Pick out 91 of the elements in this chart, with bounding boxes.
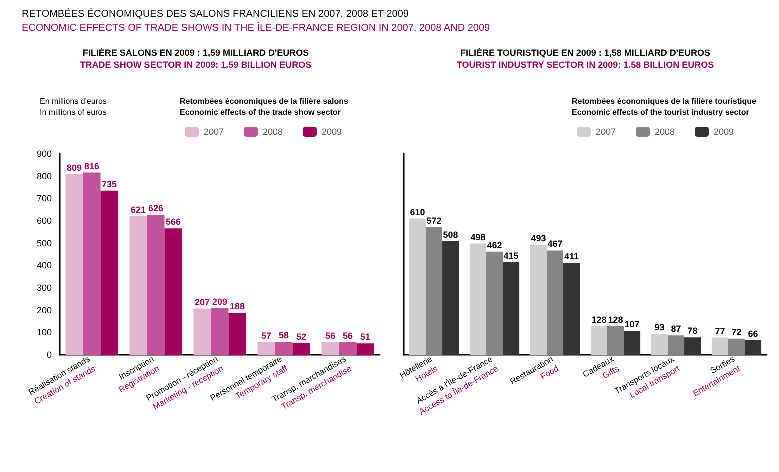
data-label: 816: [84, 161, 100, 172]
y-tick-label: 200: [36, 305, 52, 316]
data-label: 415: [504, 250, 519, 261]
bar: [564, 263, 580, 355]
bar: [651, 334, 668, 355]
bar: [100, 190, 118, 355]
data-label: 508: [443, 230, 458, 240]
bar: [624, 331, 641, 355]
bar: [426, 227, 443, 355]
data-label: 498: [470, 232, 486, 242]
legend-label: 2008: [263, 127, 284, 137]
bar: [130, 216, 148, 355]
bar: [275, 342, 293, 355]
bar: [486, 252, 504, 355]
data-label: 207: [194, 297, 210, 308]
bar: [590, 326, 608, 355]
legend-label: 2008: [655, 127, 676, 137]
bar: [292, 343, 310, 355]
y-tick-label: 300: [36, 283, 52, 293]
text: ECONOMIC EFFECTS OF TRADE SHOWS IN THE ÎLE-DE-FRANCE REGION IN 2007, 2008 AND 2009: [22, 22, 490, 36]
y-tick-label: 900: [36, 149, 52, 159]
data-label: 626: [148, 204, 164, 214]
bar: [339, 342, 357, 355]
y-tick-label: 600: [36, 216, 52, 226]
bar: [607, 326, 624, 355]
data-label: 107: [624, 320, 640, 330]
bar: [409, 218, 426, 355]
data-label: 72: [732, 327, 742, 338]
data-label: 58: [278, 330, 290, 341]
data-label: 467: [548, 239, 563, 250]
legend-title: Retombées économiques de la filière salons Economic effects of the trade show sector: [180, 97, 350, 117]
data-label: 209: [212, 296, 228, 307]
bar: [194, 308, 212, 355]
bar: [228, 313, 246, 355]
data-label: 572: [426, 216, 442, 226]
y-tick-label: 400: [36, 260, 52, 271]
data-label: 411: [564, 252, 580, 262]
text: RETOMBÉES ÉCONOMIQUES DES SALONS FRANCILIENS EN 2007, 2008 ET 2009: [22, 8, 410, 22]
legend-label: 2009: [714, 127, 734, 137]
bar: [66, 174, 84, 355]
data-label: 51: [360, 332, 370, 342]
bar: [442, 242, 460, 355]
data-label: 566: [166, 217, 182, 228]
bar: [258, 342, 276, 355]
chart-title: FILIÈRE TOURISTIQUE EN 2009 : 1,58 MILLIARD D'EUROS: [460, 48, 711, 58]
bar: [147, 215, 165, 355]
data-label: 78: [688, 326, 698, 336]
data-label: 493: [531, 233, 546, 244]
bar: [83, 172, 101, 355]
data-label: 188: [230, 302, 246, 312]
chart-subtitle: TRADE SHOW SECTOR IN 2009: 1.59 BILLION EUROS: [80, 60, 312, 70]
bar: [211, 308, 229, 355]
y-axis-title: En millions d'euros In millions of euros: [40, 97, 107, 117]
legend-label: 2007: [204, 127, 224, 137]
legend-label: 2009: [322, 127, 342, 137]
legend-title: Retombées économiques de la filière touristique Economic effects of the tourist industry sector: [572, 97, 758, 117]
data-label: 128: [592, 314, 607, 325]
bar: [503, 262, 520, 355]
bar: [546, 250, 564, 355]
bar: [712, 338, 728, 355]
y-tick-label: 0: [46, 350, 52, 360]
bar: [745, 340, 762, 355]
bar: [356, 344, 374, 355]
bar: [164, 228, 182, 355]
bar: [470, 244, 486, 355]
data-label: 93: [654, 322, 665, 333]
data-label: 128: [608, 314, 624, 325]
data-label: 57: [262, 330, 272, 341]
bar: [668, 336, 685, 355]
chart-subtitle: TOURIST INDUSTRY SECTOR IN 2009: 1.58 BILLION EUROS: [456, 60, 714, 70]
data-label: 66: [748, 328, 758, 339]
data-label: 610: [410, 207, 426, 218]
data-label: 87: [671, 324, 682, 334]
data-label: 735: [102, 179, 118, 190]
y-tick-label: 800: [36, 171, 52, 182]
legend-label: 2007: [596, 127, 616, 137]
data-label: 56: [342, 330, 354, 341]
data-label: 462: [487, 240, 502, 250]
chart-title: FILIÈRE SALONS EN 2009 : 1,59 MILLIARD D'EUROS: [82, 48, 310, 58]
y-tick-label: 700: [36, 194, 52, 204]
data-label: 621: [130, 204, 146, 215]
bar: [530, 244, 547, 355]
bar: [684, 338, 702, 355]
data-label: 77: [715, 326, 726, 336]
y-tick-label: 100: [36, 328, 52, 338]
y-tick-label: 500: [36, 238, 52, 248]
bar: [322, 342, 340, 355]
data-label: 52: [296, 332, 306, 342]
bar: [728, 338, 746, 355]
data-label: 809: [66, 162, 82, 173]
data-label: 56: [326, 330, 336, 341]
